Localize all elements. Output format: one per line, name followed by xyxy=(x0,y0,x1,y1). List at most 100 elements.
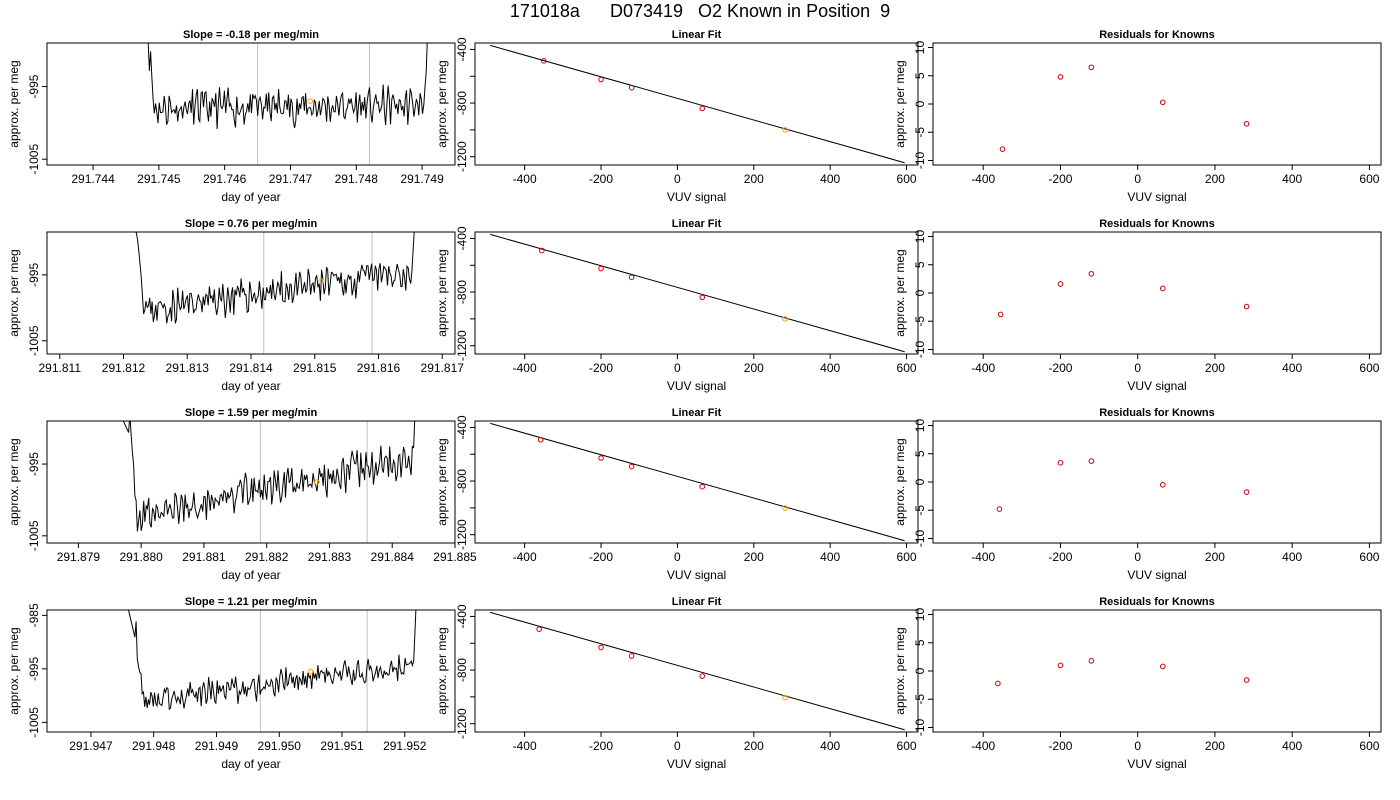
y-axis-label: approx. per meg xyxy=(893,60,907,147)
y-axis-label: approx. per meg xyxy=(893,438,907,525)
data-point xyxy=(628,84,635,91)
y-tick-label: 0 xyxy=(913,667,927,674)
x-tick-label: -200 xyxy=(1048,172,1072,186)
x-tick-label: 200 xyxy=(1205,361,1225,375)
x-tick-label: 0 xyxy=(674,172,681,186)
chart-title: Slope = 1.21 per meg/min xyxy=(185,596,318,608)
data-point xyxy=(999,146,1006,152)
data-point xyxy=(598,455,604,461)
fit-line xyxy=(490,611,905,731)
y-tick-label: 5 xyxy=(913,72,927,79)
x-tick-label: 291.879 xyxy=(57,550,101,564)
x-tick-label: 291.952 xyxy=(383,739,427,753)
chart-title: Residuals for Knowns xyxy=(1099,29,1215,41)
x-tick-label: 600 xyxy=(897,550,917,564)
x-tick-label: 0 xyxy=(1134,361,1141,375)
plot-frame xyxy=(46,42,456,166)
data-point xyxy=(699,105,706,112)
data-point xyxy=(699,294,706,301)
x-axis-label: VUV signal xyxy=(667,568,726,582)
y-axis-label: approx. per meg xyxy=(7,627,21,714)
chart-title: Linear Fit xyxy=(672,218,722,230)
x-tick-label: 291.880 xyxy=(119,550,163,564)
plot-area xyxy=(490,44,905,164)
x-tick-label: 600 xyxy=(1359,361,1379,375)
x-tick-label: 0 xyxy=(674,550,681,564)
chart-panel-11: Linear Fit VUV signal approx. per meg -400 -… xyxy=(435,596,919,771)
x-tick-label: 291.815 xyxy=(293,361,337,375)
fit-line xyxy=(490,233,905,353)
x-axis-label: VUV signal xyxy=(667,379,726,393)
x-tick-label: 400 xyxy=(1282,172,1302,186)
highlight-point xyxy=(782,127,788,133)
data-point xyxy=(1057,281,1064,287)
highlight-point xyxy=(782,694,788,701)
x-tick-label: 0 xyxy=(674,361,681,375)
y-tick-label: -1005 xyxy=(27,144,41,175)
x-axis-label: VUV signal xyxy=(1127,568,1186,582)
x-tick-label: 200 xyxy=(1205,172,1225,186)
data-point xyxy=(1243,120,1250,127)
y-tick-label: -400 xyxy=(455,226,469,250)
y-tick-label: -995 xyxy=(27,452,41,476)
x-tick-label: -400 xyxy=(513,172,537,186)
x-tick-label: -200 xyxy=(589,361,613,375)
x-axis-label: day of year xyxy=(221,757,280,771)
plot-frame xyxy=(46,420,456,544)
highlight-point xyxy=(307,98,314,104)
y-tick-label: -800 xyxy=(455,91,469,115)
data-trace xyxy=(147,43,428,130)
x-axis-label: VUV signal xyxy=(1127,190,1186,204)
chart-title: Slope = -0.18 per meg/min xyxy=(183,29,319,41)
data-point xyxy=(539,247,545,254)
x-tick-label: 200 xyxy=(744,172,764,186)
x-tick-label: 400 xyxy=(1282,550,1302,564)
data-point xyxy=(699,483,706,490)
y-tick-label: -1200 xyxy=(455,708,469,739)
x-axis-label: VUV signal xyxy=(667,757,726,771)
plot-area xyxy=(996,458,1250,512)
chart-panel-6: Residuals for Knowns VUV signal approx. pe… xyxy=(893,218,1382,393)
x-tick-label: 600 xyxy=(897,361,917,375)
x-axis-label: VUV signal xyxy=(667,190,726,204)
y-tick-label: 10 xyxy=(913,230,927,244)
y-tick-label: -1005 xyxy=(27,707,41,738)
fit-line xyxy=(490,44,905,164)
chart-panel-10: Slope = 1.21 per meg/min day of year appro… xyxy=(7,596,456,771)
plot-frame xyxy=(474,42,919,166)
chart-title: Slope = 0.76 per meg/min xyxy=(185,218,318,230)
data-point xyxy=(537,436,544,443)
data-point xyxy=(1243,303,1250,310)
y-axis-label: approx. per meg xyxy=(435,438,449,525)
chart-panel-12: Residuals for Knowns VUV signal approx. pe… xyxy=(893,596,1382,771)
data-point xyxy=(598,265,604,272)
x-tick-label: 200 xyxy=(744,361,764,375)
plot-frame xyxy=(474,231,919,355)
x-tick-label: 291.882 xyxy=(245,550,289,564)
data-point xyxy=(997,311,1004,318)
plot-frame xyxy=(932,231,1382,355)
x-tick-label: 291.812 xyxy=(102,361,146,375)
x-tick-label: 0 xyxy=(1134,739,1141,753)
x-tick-label: 291.884 xyxy=(371,550,415,564)
data-point xyxy=(598,76,604,83)
x-axis-label: day of year xyxy=(221,190,280,204)
x-tick-label: 291.948 xyxy=(132,739,176,753)
x-tick-label: -400 xyxy=(513,361,537,375)
x-tick-label: 400 xyxy=(1282,361,1302,375)
x-tick-label: 291.747 xyxy=(269,172,313,186)
x-tick-label: 291.748 xyxy=(335,172,379,186)
plot-frame xyxy=(46,609,456,733)
y-tick-label: -5 xyxy=(913,694,927,705)
y-axis-label: approx. per meg xyxy=(7,438,21,525)
y-tick-label: 0 xyxy=(913,289,927,296)
page-title: 171018a D073419 O2 Known in Position 9 xyxy=(509,1,891,21)
chart-title: Linear Fit xyxy=(672,29,722,41)
data-point xyxy=(1057,459,1064,466)
x-tick-label: 291.811 xyxy=(39,361,82,375)
highlight-point xyxy=(782,316,788,322)
x-tick-label: -400 xyxy=(513,739,537,753)
x-tick-label: -400 xyxy=(971,172,995,186)
x-tick-label: -200 xyxy=(589,550,613,564)
chart-title: Linear Fit xyxy=(672,407,722,419)
